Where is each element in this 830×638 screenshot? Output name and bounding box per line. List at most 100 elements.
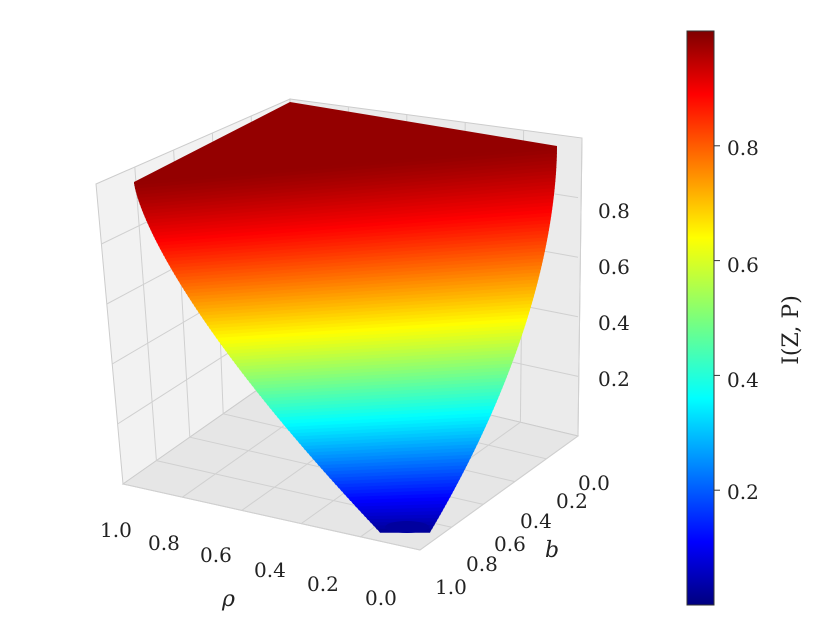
surface-band [304, 440, 479, 454]
surface-band [218, 321, 527, 346]
surface-band [144, 184, 555, 221]
surface-band [228, 335, 522, 358]
surface-band [247, 363, 512, 384]
surface-band [192, 279, 539, 307]
colorbar-gradient [686, 30, 715, 606]
surface-band [283, 412, 492, 428]
surface-band [194, 282, 538, 311]
surface-band [310, 447, 476, 460]
grid-line [122, 483, 421, 551]
surface-band [134, 146, 557, 186]
surface-band [291, 423, 488, 438]
colorbar-tick-label: 0.8 [727, 136, 759, 160]
surface-band [158, 216, 552, 250]
surface-band [344, 489, 454, 498]
y-tick-labels: 0.0 0.2 0.4 0.6 0.8 1.0 [435, 471, 610, 599]
y-axis-label: b [545, 538, 559, 563]
colorbar-ticks [714, 145, 720, 491]
surface-band [321, 461, 469, 473]
surface-band [265, 388, 503, 406]
surface-band [249, 367, 511, 387]
y-tick-label: 1.0 [435, 575, 467, 599]
surface-band [136, 160, 557, 199]
y-tick-label: 0.4 [520, 509, 552, 533]
surface-band [350, 496, 451, 505]
surface-band [203, 296, 534, 323]
surface-minimum [385, 521, 429, 533]
x-tick-labels: 1.0 0.8 0.6 0.4 0.2 0.0 [100, 518, 397, 610]
y-tick-label: 0.0 [578, 471, 610, 495]
surface-band [138, 167, 557, 206]
colorbar-tick-label: 0.6 [727, 253, 759, 277]
surface-band [139, 170, 557, 209]
colorbar-tick-label: 0.2 [727, 480, 759, 504]
surface-band [235, 346, 519, 368]
surface-band [142, 177, 556, 215]
surface-band [272, 398, 498, 416]
x-tick-label: 0.6 [200, 543, 232, 567]
grid-line [419, 435, 579, 551]
surface-band [141, 174, 556, 212]
surface-band [307, 444, 478, 457]
x-tick-label: 0.4 [254, 558, 286, 582]
x-tick-label: 0.0 [365, 586, 397, 610]
y-tick-label: 0.6 [494, 532, 526, 556]
surface-band [288, 419, 489, 435]
surface-band [275, 402, 497, 419]
surface-band [160, 219, 551, 253]
surface-band [223, 328, 525, 352]
z-tick-labels: 0.2 0.4 0.6 0.8 [598, 199, 630, 391]
surface-band [207, 303, 532, 330]
surface-band [244, 360, 514, 381]
x-tick-label: 1.0 [100, 518, 132, 542]
surface-band [201, 293, 535, 320]
surface-band [230, 339, 521, 361]
surface-band [318, 458, 471, 470]
surface-band [182, 261, 543, 291]
surface-band [135, 156, 557, 196]
x-tick-label: 0.8 [148, 531, 180, 555]
surface-band [232, 342, 520, 365]
surface-band [240, 353, 516, 374]
surface-band [186, 268, 541, 298]
surface-band [196, 286, 537, 314]
surface-band [170, 240, 547, 272]
surface-band [167, 233, 549, 266]
surface-band [335, 479, 460, 489]
surface-band [270, 395, 500, 412]
surface-band [242, 356, 515, 377]
surface-band [212, 310, 530, 336]
surface-band [278, 405, 495, 422]
surface-band [332, 475, 462, 486]
surface-band [216, 317, 528, 342]
surface-band [324, 465, 467, 476]
surface-band [169, 237, 548, 269]
surface-band [262, 384, 504, 403]
x-axis-label: ρ [221, 587, 235, 612]
z-tick-label: 0.4 [598, 311, 630, 335]
surface-band [143, 181, 556, 218]
surface-band [299, 433, 483, 447]
surface-band [137, 163, 557, 202]
surface-band [155, 209, 553, 244]
surface-band [150, 198, 554, 234]
surface-band [149, 195, 554, 231]
surface-band [165, 230, 549, 263]
surface-band [146, 188, 555, 225]
surface-band [205, 300, 533, 326]
grid-line [577, 137, 583, 437]
surface-band [330, 472, 464, 482]
surface-band [162, 223, 550, 256]
surface-band [188, 272, 540, 301]
surface-band [225, 331, 523, 355]
surface-band [296, 430, 484, 444]
z-tick-label: 0.2 [598, 367, 630, 391]
surface-band [172, 244, 547, 276]
surface-band [313, 451, 474, 463]
surface-band [316, 454, 473, 466]
x-tick-label: 0.2 [307, 572, 339, 596]
surface-band [221, 324, 526, 349]
colorbar: 0.2 0.4 0.6 0.8 I(Z, P) [686, 30, 804, 606]
surface-band [294, 426, 486, 441]
